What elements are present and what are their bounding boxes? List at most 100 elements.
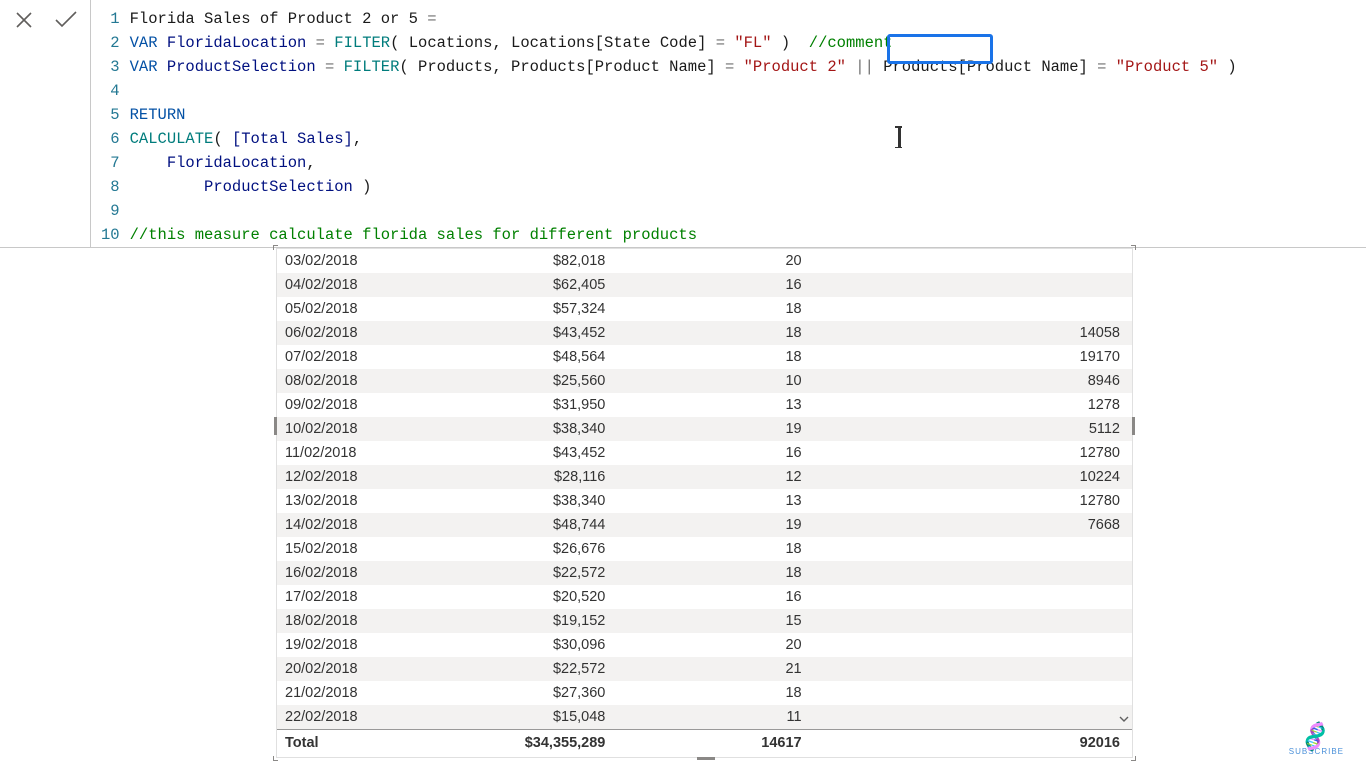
cell-val xyxy=(810,297,1132,321)
cell-val xyxy=(810,609,1132,633)
resize-handle-icon[interactable] xyxy=(1132,417,1135,435)
formula-bar: 12345678910 Florida Sales of Product 2 o… xyxy=(0,0,1366,248)
cell-qty: 20 xyxy=(613,633,809,657)
cell-val: 19170 xyxy=(810,345,1132,369)
code-line[interactable] xyxy=(130,79,1366,103)
cell-amount: $62,405 xyxy=(445,273,613,297)
table-row[interactable]: 11/02/2018$43,4521612780 xyxy=(277,441,1132,465)
dax-editor[interactable]: 12345678910 Florida Sales of Product 2 o… xyxy=(90,0,1366,247)
resize-handle-icon[interactable] xyxy=(697,757,715,760)
cell-date: 03/02/2018 xyxy=(277,249,445,273)
cell-val xyxy=(810,681,1132,705)
cell-val xyxy=(810,273,1132,297)
table-row[interactable]: 18/02/2018$19,15215 xyxy=(277,609,1132,633)
cell-amount: $22,572 xyxy=(445,561,613,585)
cell-val: 12780 xyxy=(810,441,1132,465)
cell-amount: $38,340 xyxy=(445,489,613,513)
cell-qty: 18 xyxy=(613,561,809,585)
code-line[interactable]: VAR FloridaLocation = FILTER( Locations,… xyxy=(130,31,1366,55)
cancel-button[interactable] xyxy=(12,8,36,32)
footer-qty: 14617 xyxy=(613,729,809,757)
cell-amount: $48,564 xyxy=(445,345,613,369)
resize-handle-icon[interactable] xyxy=(1128,245,1136,253)
cell-qty: 18 xyxy=(613,321,809,345)
cell-amount: $82,018 xyxy=(445,249,613,273)
footer-val: 92016 xyxy=(810,729,1132,757)
code-line[interactable] xyxy=(130,199,1366,223)
cell-amount: $28,116 xyxy=(445,465,613,489)
code-line[interactable]: RETURN xyxy=(130,103,1366,127)
scroll-down-icon[interactable] xyxy=(1116,711,1132,727)
table-row[interactable]: 19/02/2018$30,09620 xyxy=(277,633,1132,657)
formula-actions xyxy=(0,0,90,247)
code-line[interactable]: FloridaLocation, xyxy=(130,151,1366,175)
table-row[interactable]: 08/02/2018$25,560108946 xyxy=(277,369,1132,393)
table-row[interactable]: 16/02/2018$22,57218 xyxy=(277,561,1132,585)
line-number: 10 xyxy=(101,223,120,247)
commit-button[interactable] xyxy=(54,8,78,32)
line-number: 6 xyxy=(101,127,120,151)
code-line[interactable]: //this measure calculate florida sales f… xyxy=(130,223,1366,247)
code-content[interactable]: Florida Sales of Product 2 or 5 =VAR Flo… xyxy=(130,7,1366,247)
cell-date: 13/02/2018 xyxy=(277,489,445,513)
line-number: 7 xyxy=(101,151,120,175)
table-row[interactable]: 12/02/2018$28,1161210224 xyxy=(277,465,1132,489)
code-line[interactable]: Florida Sales of Product 2 or 5 = xyxy=(130,7,1366,31)
table-row[interactable]: 13/02/2018$38,3401312780 xyxy=(277,489,1132,513)
table-row[interactable]: 10/02/2018$38,340195112 xyxy=(277,417,1132,441)
cell-amount: $26,676 xyxy=(445,537,613,561)
table-row[interactable]: 07/02/2018$48,5641819170 xyxy=(277,345,1132,369)
line-number: 8 xyxy=(101,175,120,199)
table-row[interactable]: 20/02/2018$22,57221 xyxy=(277,657,1132,681)
cell-val xyxy=(810,633,1132,657)
footer-label: Total xyxy=(277,729,445,757)
cell-val: 5112 xyxy=(810,417,1132,441)
line-number: 3 xyxy=(101,55,120,79)
cell-date: 19/02/2018 xyxy=(277,633,445,657)
resize-handle-icon[interactable] xyxy=(273,753,281,761)
table-row[interactable]: 15/02/2018$26,67618 xyxy=(277,537,1132,561)
cell-qty: 18 xyxy=(613,345,809,369)
cell-date: 16/02/2018 xyxy=(277,561,445,585)
cell-amount: $31,950 xyxy=(445,393,613,417)
vertical-scrollbar[interactable] xyxy=(1116,249,1132,727)
table-row[interactable]: 14/02/2018$48,744197668 xyxy=(277,513,1132,537)
code-line[interactable]: ProductSelection ) xyxy=(130,175,1366,199)
cell-qty: 12 xyxy=(613,465,809,489)
line-gutter: 12345678910 xyxy=(91,7,130,247)
cell-val: 1278 xyxy=(810,393,1132,417)
cell-qty: 13 xyxy=(613,489,809,513)
cell-date: 12/02/2018 xyxy=(277,465,445,489)
table-body: 03/02/2018$82,0182004/02/2018$62,4051605… xyxy=(277,249,1132,729)
cell-date: 09/02/2018 xyxy=(277,393,445,417)
cell-amount: $38,340 xyxy=(445,417,613,441)
cell-val xyxy=(810,657,1132,681)
table-visual[interactable]: 03/02/2018$82,0182004/02/2018$62,4051605… xyxy=(276,248,1133,758)
cell-val xyxy=(810,585,1132,609)
cell-date: 17/02/2018 xyxy=(277,585,445,609)
code-line[interactable]: VAR ProductSelection = FILTER( Products,… xyxy=(130,55,1366,79)
code-line[interactable]: CALCULATE( [Total Sales], xyxy=(130,127,1366,151)
table-row[interactable]: 05/02/2018$57,32418 xyxy=(277,297,1132,321)
data-table: 03/02/2018$82,0182004/02/2018$62,4051605… xyxy=(277,249,1132,757)
subscribe-watermark: 🧬 SUBSCRIBE xyxy=(1289,727,1344,756)
cell-qty: 16 xyxy=(613,441,809,465)
cell-date: 21/02/2018 xyxy=(277,681,445,705)
cell-amount: $57,324 xyxy=(445,297,613,321)
resize-handle-icon[interactable] xyxy=(274,417,277,435)
line-number: 5 xyxy=(101,103,120,127)
table-row[interactable]: 09/02/2018$31,950131278 xyxy=(277,393,1132,417)
table-row: 22/02/2018$15,04811 xyxy=(277,705,1132,729)
table-footer-row: Total $34,355,289 14617 92016 xyxy=(277,729,1132,757)
cell-qty: 18 xyxy=(613,297,809,321)
resize-handle-icon[interactable] xyxy=(273,245,281,253)
cell-amount: $43,452 xyxy=(445,441,613,465)
cell-qty: 19 xyxy=(613,513,809,537)
resize-handle-icon[interactable] xyxy=(1128,753,1136,761)
table-row[interactable]: 17/02/2018$20,52016 xyxy=(277,585,1132,609)
table-row[interactable]: 03/02/2018$82,01820 xyxy=(277,249,1132,273)
cell-amount: $30,096 xyxy=(445,633,613,657)
table-row[interactable]: 21/02/2018$27,36018 xyxy=(277,681,1132,705)
table-row[interactable]: 06/02/2018$43,4521814058 xyxy=(277,321,1132,345)
table-row[interactable]: 04/02/2018$62,40516 xyxy=(277,273,1132,297)
